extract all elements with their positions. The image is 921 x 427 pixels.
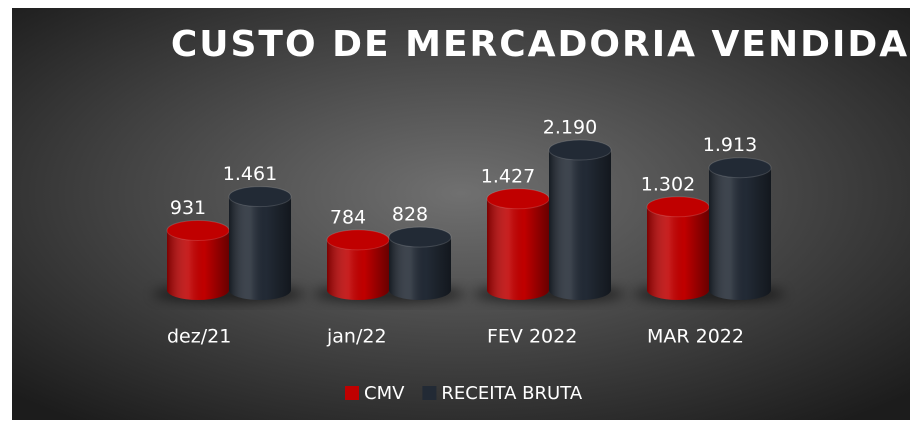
x-tick-label: FEV 2022 xyxy=(487,326,577,348)
x-tick-label: dez/21 xyxy=(167,326,231,348)
legend-swatch xyxy=(422,386,437,400)
bar-shade xyxy=(487,198,549,300)
value-label: 828 xyxy=(392,204,428,226)
bar-shade xyxy=(647,206,709,300)
bar-shade xyxy=(389,237,451,300)
bar-top xyxy=(326,229,390,251)
chart-title: CUSTO DE MERCADORIA VENDIDA xyxy=(171,24,909,65)
bar-top xyxy=(486,188,550,210)
x-tick-label: jan/22 xyxy=(326,326,387,348)
bar-shade xyxy=(709,167,771,300)
bar-top xyxy=(548,139,612,161)
bar-top xyxy=(228,186,292,208)
value-label: 1.461 xyxy=(223,163,277,185)
value-label: 1.302 xyxy=(641,173,695,195)
x-tick-label: MAR 2022 xyxy=(647,326,744,348)
bar-shade xyxy=(327,239,389,300)
bar-top xyxy=(388,226,452,248)
bar-shade xyxy=(167,230,229,300)
value-label: 784 xyxy=(330,206,366,228)
legend-label: RECEITA BRUTA xyxy=(441,383,582,404)
value-label: 931 xyxy=(170,197,206,219)
bar-top xyxy=(166,219,230,241)
bar-top xyxy=(646,196,710,218)
chart-background xyxy=(12,8,910,420)
legend-swatch xyxy=(345,386,359,400)
value-label: 1.427 xyxy=(481,165,535,187)
value-label: 1.913 xyxy=(703,134,757,156)
bar-shade xyxy=(229,196,291,300)
bar-shade xyxy=(549,150,611,300)
legend-label: CMV xyxy=(364,383,405,404)
bar-top xyxy=(708,157,772,179)
value-label: 2.190 xyxy=(543,117,597,139)
